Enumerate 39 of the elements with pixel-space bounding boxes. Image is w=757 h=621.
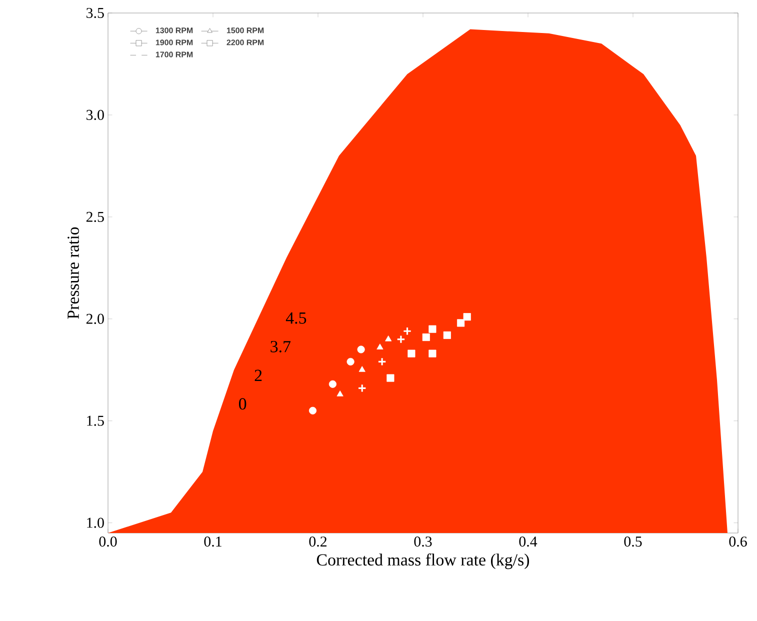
y-tick-label: 3.0 xyxy=(86,110,104,120)
point xyxy=(428,325,436,333)
y-tick-label: 1.0 xyxy=(87,518,104,528)
x-tick-label: 0.4 xyxy=(519,536,538,547)
point xyxy=(376,344,384,350)
point xyxy=(428,350,436,358)
x-axis-title: Corrected mass flow rate (kg/s) xyxy=(316,554,530,570)
annotation: 4.5 xyxy=(286,312,306,324)
x-tick-label: 0.5 xyxy=(624,536,642,547)
y-tick-label: 2.5 xyxy=(86,212,104,222)
point xyxy=(328,380,336,388)
point xyxy=(336,390,344,396)
point xyxy=(386,374,394,382)
point xyxy=(408,350,416,358)
x-tick-label: 0.6 xyxy=(729,536,747,547)
y-axis-title: Pressure ratio xyxy=(68,227,79,319)
x-tick-label: 0.0 xyxy=(99,536,117,547)
point xyxy=(396,334,406,344)
annotation: 2 xyxy=(254,370,262,382)
annotation: 0 xyxy=(238,398,246,410)
x-tick-label: 0.2 xyxy=(309,536,327,547)
point xyxy=(378,357,386,366)
x-tick-label: 0.3 xyxy=(414,536,432,547)
point xyxy=(346,358,354,366)
point xyxy=(357,346,365,354)
point xyxy=(443,331,451,339)
y-tick-label: 3.5 xyxy=(86,8,104,18)
point xyxy=(385,335,392,342)
point xyxy=(308,406,317,414)
y-tick-label: 2.0 xyxy=(86,314,104,324)
point xyxy=(402,326,412,336)
x-tick-label: 0.1 xyxy=(204,536,222,547)
point xyxy=(422,333,430,342)
point xyxy=(457,319,465,327)
y-tick-label: 1.5 xyxy=(87,416,104,426)
annotation: 3.7 xyxy=(270,340,291,352)
point xyxy=(358,384,366,393)
point xyxy=(358,366,366,372)
point xyxy=(463,313,471,321)
